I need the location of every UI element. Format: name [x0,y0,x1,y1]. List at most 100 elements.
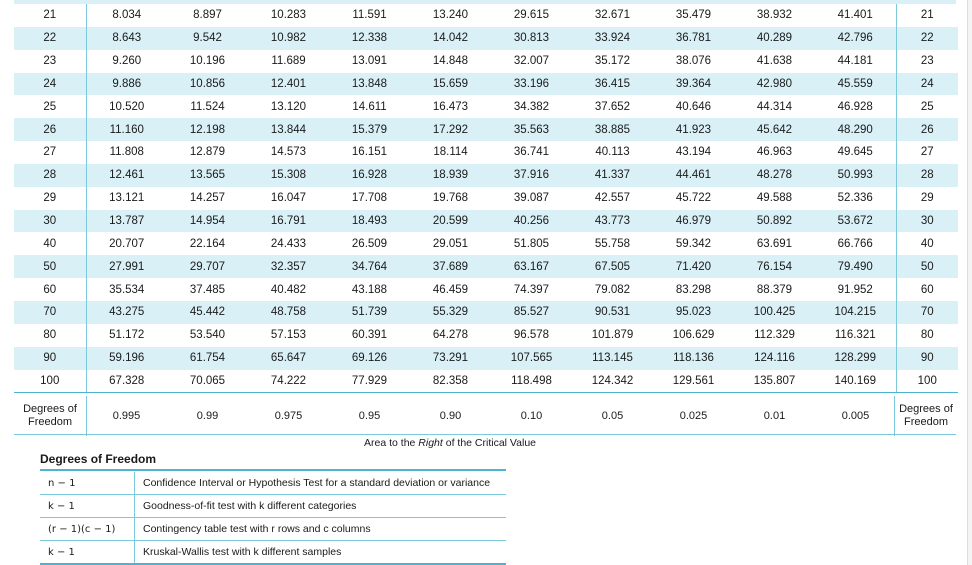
critical-value-cell: 13.091 [351,55,388,68]
df-cell-right: 50 [895,255,958,279]
critical-value-cell: 18.114 [433,146,468,159]
critical-value-cell: 34.764 [329,255,410,279]
critical-value-cell: 36.415 [572,72,653,96]
critical-value-cell: 18.493 [329,209,410,233]
critical-value-cell: 8.034 [112,9,142,22]
critical-value-cell: 27.991 [86,255,167,279]
critical-value-cell: 83.298 [675,283,712,296]
df-header-right-line1: Degrees of [899,403,953,415]
critical-value-cell: 39.087 [513,192,550,205]
critical-value-cell: 50.993 [815,163,896,187]
critical-value-cell: 67.328 [86,369,167,394]
critical-value-cell: 11.160 [86,118,167,142]
critical-value-cell: 65.647 [248,346,329,370]
critical-value-cell: 12.338 [329,26,410,50]
df-cell-right: 21 [895,4,958,27]
critical-value-cell: 36.781 [653,26,734,50]
critical-value-cell: 48.758 [248,300,329,324]
df-header-left-line2: Freedom [27,416,73,428]
df-cell-right: 25 [895,95,958,119]
critical-value-cell: 55.329 [410,300,491,324]
area-caption: Area to the Right of the Critical Value [0,437,900,449]
table-row: 70 43.275 45.442 48.758 51.739 55.329 85.527 90… [14,300,958,324]
critical-value-cell: 10.196 [189,55,226,68]
dof-expression: k − 1 [40,540,135,565]
critical-value-cell: 82.358 [410,369,491,394]
area-value-cell: 0.05 [601,409,624,422]
critical-value-cell: 12.401 [248,72,329,96]
critical-value-cell: 51.805 [513,237,550,250]
critical-value-cell: 12.461 [86,163,167,187]
critical-value-cell: 10.283 [270,9,307,22]
critical-value-cell: 37.485 [189,283,226,296]
critical-value-cell: 14.573 [270,146,307,159]
critical-value-cell: 79.490 [815,255,896,279]
table-row: 24 9.886 10.856 12.401 13.848 15.659 33.196 36.… [14,72,958,96]
critical-value-cell: 40.482 [270,283,307,296]
critical-value-cell: 20.707 [109,237,145,250]
critical-value-cell: 51.172 [109,329,145,342]
table-row: 29 13.121 14.257 16.047 17.708 19.768 39.087 42… [14,186,958,210]
critical-value-cell: 61.754 [167,346,248,370]
critical-value-cell: 140.169 [815,369,896,394]
critical-value-cell: 63.691 [756,237,793,250]
critical-value-cell: 45.559 [815,72,896,96]
critical-value-cell: 29.707 [167,255,248,279]
critical-value-cell: 29.615 [513,9,550,22]
critical-value-cell: 11.689 [271,55,306,68]
df-header-right: Degrees of Freedom [894,396,957,436]
critical-value-cell: 90.531 [572,300,653,324]
critical-value-cell: 35.563 [491,118,572,142]
critical-value-cell: 24.433 [270,237,307,250]
critical-value-cell: 49.645 [837,146,873,159]
table-row: 100 67.328 70.065 74.222 77.929 82.358 118.498… [14,369,958,394]
critical-value-cell: 38.885 [572,118,653,142]
dof-legend-row: k − 1 Kruskal-Wallis test with k differen… [40,540,506,565]
critical-value-cell: 8.643 [86,26,167,50]
area-caption-after: of the Critical Value [442,437,536,449]
critical-value-cell: 57.153 [270,329,307,342]
critical-value-cell: 29.051 [432,237,469,250]
dof-legend-row: n − 1 Confidence Interval or Hypothesis T… [40,472,506,495]
critical-value-cell: 33.924 [572,26,653,50]
critical-value-cell: 43.275 [86,300,167,324]
critical-value-cell: 45.442 [167,300,248,324]
critical-value-cell: 135.807 [734,369,815,394]
critical-value-cell: 34.382 [513,100,550,113]
critical-value-cell: 69.126 [329,346,410,370]
critical-value-cell: 49.588 [756,192,793,205]
footer-rule [14,434,956,435]
table-row: 80 51.172 53.540 57.153 60.391 64.278 96.578 10… [14,323,958,347]
critical-value-cell: 14.257 [189,192,226,205]
critical-value-cell: 35.479 [675,9,712,22]
critical-value-cell: 15.308 [248,163,329,187]
critical-value-cell: 52.336 [837,192,873,205]
critical-value-cell: 107.565 [491,346,572,370]
area-value-cell: 0.95 [358,409,381,422]
critical-value-cell: 40.113 [595,146,630,159]
area-value-cell: 0.025 [679,409,708,422]
critical-value-cell: 32.007 [513,55,550,68]
df-header-left-line1: Degrees of [23,403,77,415]
critical-value-cell: 77.929 [329,369,410,394]
area-value-cell: 0.99 [196,409,219,422]
critical-value-cell: 55.758 [594,237,631,250]
critical-value-cell: 44.181 [837,55,873,68]
critical-value-cell: 10.856 [167,72,248,96]
df-cell-right: 80 [895,323,958,347]
area-caption-before: Area to the [364,437,419,449]
critical-value-cell: 124.116 [734,346,815,370]
df-cell-right: 28 [895,163,958,187]
dof-legend-table: n − 1 Confidence Interval or Hypothesis T… [40,472,506,565]
critical-value-cell: 59.196 [86,346,167,370]
critical-value-cell: 11.808 [109,146,144,159]
critical-value-cell: 88.379 [756,283,793,296]
critical-value-cell: 30.813 [491,26,572,50]
critical-value-cell: 129.561 [653,369,734,394]
critical-value-cell: 11.524 [190,100,225,113]
critical-value-cell: 18.939 [410,163,491,187]
table-row: 50 27.991 29.707 32.357 34.764 37.689 63.167 67… [14,255,958,279]
critical-value-cell: 79.082 [594,283,631,296]
critical-value-cell: 46.963 [756,146,793,159]
